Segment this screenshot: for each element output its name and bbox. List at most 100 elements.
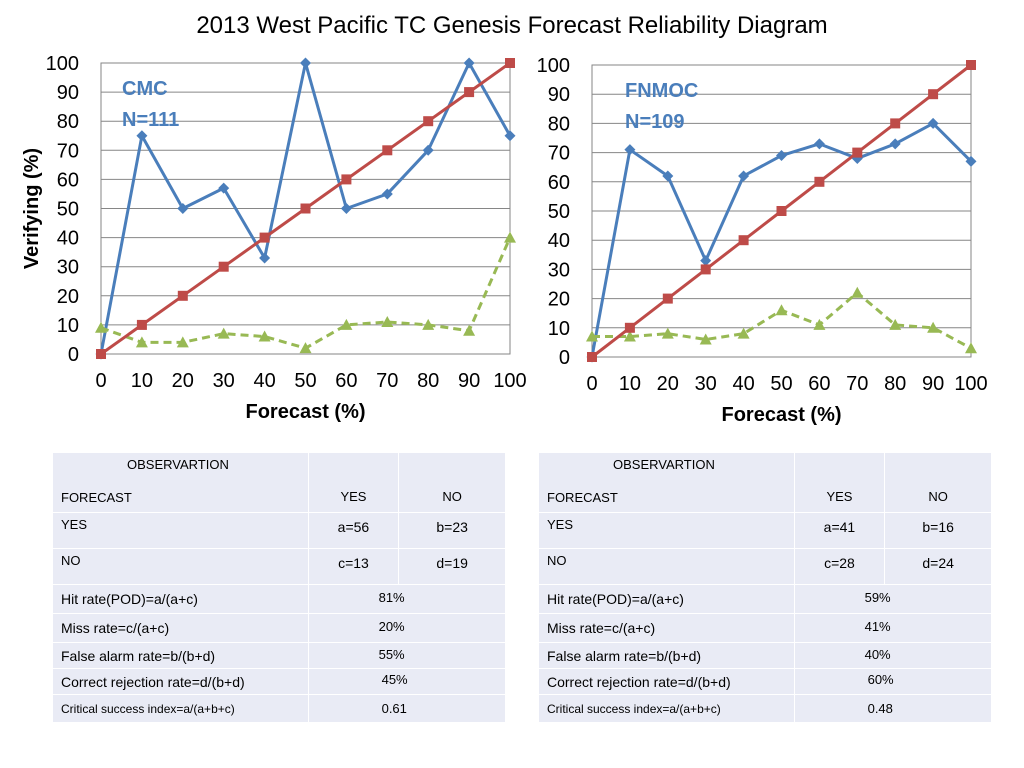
diamond-marker	[136, 130, 148, 142]
x-tick-label: 10	[619, 373, 641, 395]
square-marker	[587, 352, 597, 362]
x-tick-label: 70	[376, 370, 398, 392]
correct-rejection-label: Correct rejection rate=d/(b+d)	[538, 668, 795, 695]
miss-rate-value: 20%	[307, 613, 507, 643]
triangle-marker	[586, 330, 598, 342]
cell-d: d=19	[398, 548, 506, 585]
x-tick-label: 0	[586, 373, 597, 395]
square-marker	[136, 319, 147, 330]
diamond-marker	[218, 182, 230, 194]
miss-rate-label: Miss rate=c/(a+c)	[538, 613, 795, 643]
square-marker	[966, 60, 976, 70]
y-tick-label: 50	[57, 199, 79, 221]
y-tick-label: 70	[57, 140, 79, 162]
table-row: False alarm rate=b/(b+d) 55%	[52, 642, 507, 669]
yes-header: YES	[826, 489, 853, 504]
y-tick-label: 70	[548, 143, 570, 165]
square-marker	[505, 58, 515, 68]
diamond-marker	[300, 57, 311, 69]
square-marker	[776, 206, 787, 216]
x-tick-label: 30	[695, 373, 717, 395]
square-marker	[852, 147, 863, 158]
y-tick-label: 30	[57, 257, 79, 279]
y-tick-label: 0	[559, 347, 570, 369]
diamond-marker	[738, 170, 750, 182]
diamond-marker	[340, 203, 352, 214]
y-tick-label: 100	[537, 55, 570, 77]
table-row: Miss rate=c/(a+c) 20%	[52, 613, 507, 643]
diamond-marker	[700, 255, 712, 267]
y-tick-label: 50	[548, 201, 570, 223]
cell-a: a=41	[793, 512, 886, 549]
miss-rate-label: Miss rate=c/(a+c)	[52, 613, 309, 643]
diamond-marker	[259, 252, 271, 264]
square-marker	[423, 116, 434, 127]
triangle-marker	[813, 318, 826, 330]
x-tick-label: 50	[770, 373, 792, 395]
x-tick-label: 40	[253, 370, 275, 392]
no-header: NO	[442, 489, 462, 504]
model-label: CMC	[122, 78, 168, 100]
diamond-marker	[463, 57, 475, 69]
triangle-marker	[623, 330, 636, 342]
correct-rejection-value: 45%	[307, 668, 507, 695]
correct-rejection-label: Correct rejection rate=d/(b+d)	[52, 668, 309, 695]
row-yes-label: YES	[538, 512, 795, 549]
square-marker	[890, 118, 901, 129]
cell-d: d=24	[884, 548, 992, 585]
row-no-label: NO	[538, 548, 795, 585]
triangle-marker	[422, 318, 435, 330]
diamond-marker	[889, 138, 901, 150]
x-tick-label: 80	[417, 370, 439, 392]
y-tick-label: 90	[57, 82, 79, 104]
x-tick-label: 20	[172, 370, 194, 392]
diamond-marker	[422, 144, 434, 156]
square-marker	[96, 349, 106, 359]
cell-c: c=28	[793, 548, 886, 585]
false-alarm-value: 40%	[793, 642, 993, 669]
triangle-marker	[851, 286, 864, 298]
row-yes-label: YES	[52, 512, 309, 549]
sample-size-label: N=109	[625, 111, 685, 133]
page-title: 2013 West Pacific TC Genesis Forecast Re…	[196, 12, 828, 39]
x-tick-label: 40	[732, 373, 754, 395]
no-header: NO	[928, 489, 948, 504]
diamond-marker	[662, 170, 674, 182]
y-tick-label: 60	[57, 169, 79, 191]
fnmoc-reliability-chart: 0 10 20 30 40 50 60 70 80 90 100 0 10 20 30 40 50 60 70 80 9…	[537, 55, 988, 426]
hit-rate-value: 59%	[793, 584, 993, 614]
triangle-marker	[381, 315, 394, 327]
x-tick-label: 60	[808, 373, 830, 395]
x-axis-title: Forecast (%)	[245, 401, 365, 423]
y-tick-label: 0	[68, 344, 79, 366]
y-tick-label: 40	[548, 230, 570, 252]
square-marker	[218, 261, 229, 272]
triangle-marker	[258, 330, 271, 342]
triangle-marker	[699, 333, 712, 345]
x-tick-label: 20	[657, 373, 679, 395]
correct-rejection-value: 60%	[793, 668, 993, 695]
diamond-marker	[965, 155, 977, 167]
diamond-marker	[381, 188, 393, 200]
table-row: NO c=13 d=19	[52, 548, 506, 585]
triangle-marker	[775, 304, 788, 316]
x-tick-label: 0	[95, 370, 106, 392]
csi-label: Critical success index=a/(a+b+c)	[52, 694, 309, 723]
table-row: Miss rate=c/(a+c) 41%	[538, 613, 993, 643]
sample-size-label: N=111	[122, 109, 179, 131]
observation-label: OBSERVARTION	[127, 457, 229, 472]
diamond-marker	[776, 150, 787, 162]
false-alarm-label: False alarm rate=b/(b+d)	[538, 642, 795, 669]
table-row: False alarm rate=b/(b+d) 40%	[538, 642, 993, 669]
table-row: Hit rate(POD)=a/(a+c) 59%	[538, 584, 993, 614]
model-label: FNMOC	[625, 80, 698, 102]
x-tick-label: 90	[458, 370, 480, 392]
square-marker	[177, 290, 188, 301]
square-marker	[700, 264, 711, 275]
triangle-marker	[176, 336, 189, 348]
square-marker	[624, 322, 635, 333]
triangle-marker	[737, 327, 750, 339]
table-row: Critical success index=a/(a+b+c) 0.48	[538, 694, 993, 723]
y-tick-label: 60	[548, 172, 570, 194]
triangle-marker	[927, 321, 940, 333]
